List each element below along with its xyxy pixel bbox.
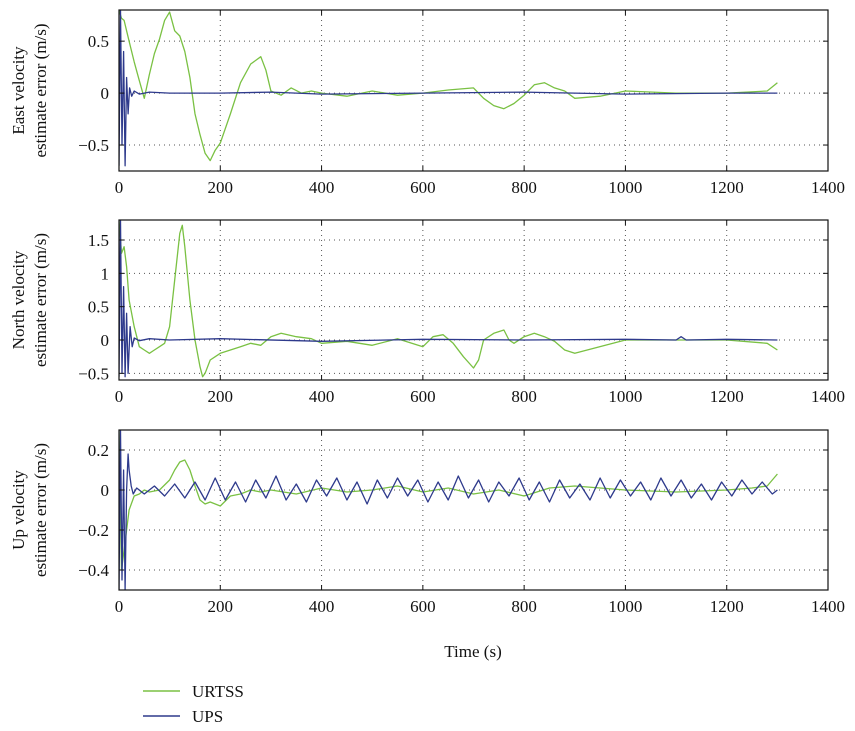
x-tick-label: 1200 <box>710 178 744 197</box>
series-line-urtss <box>119 10 778 162</box>
x-tick-label: 1400 <box>811 597 845 616</box>
y-tick-label: −0.4 <box>78 561 109 580</box>
x-tick-label: 200 <box>208 387 234 406</box>
chart-panel-2: 0 200 400 600 800 1000 1200 1400 −0.5 0 0.5 1 1.5 Nor… <box>9 219 845 406</box>
x-tick-label: 600 <box>410 387 436 406</box>
y-axis-label: Up velocity <box>9 470 28 550</box>
y-tick-label: 0 <box>101 331 110 350</box>
y-tick-label: 1.5 <box>88 231 109 250</box>
legend-label-urtss: URTSS <box>192 682 244 701</box>
x-axis-label: Time (s) <box>444 642 501 661</box>
legend-label-ups: UPS <box>192 707 223 726</box>
y-tick-label: −0.2 <box>78 521 109 540</box>
x-tick-label: 1200 <box>710 597 744 616</box>
series-line-ups <box>119 430 778 590</box>
x-tick-label: 200 <box>208 178 234 197</box>
x-tick-label: 600 <box>410 178 436 197</box>
y-tick-label: 0 <box>101 84 110 103</box>
x-tick-label: 0 <box>115 178 124 197</box>
x-tick-label: 0 <box>115 597 124 616</box>
chart-panel-3: 0 200 400 600 800 1000 1200 1400 −0.4 −0.2 0 0.2 Up … <box>9 429 845 616</box>
y-tick-label: 0.2 <box>88 441 109 460</box>
y-axis-label: North velocity <box>9 250 28 349</box>
y-tick-label: −0.5 <box>78 136 109 155</box>
legend: URTSS UPS <box>143 682 244 726</box>
series-line-ups <box>119 220 778 378</box>
plot-frame <box>118 429 829 591</box>
y-axis-label: estimate error (m/s) <box>31 233 50 367</box>
plot-frame <box>118 9 829 172</box>
plot-frame <box>118 219 829 381</box>
x-tick-label: 1400 <box>811 178 845 197</box>
y-tick-label: −0.5 <box>78 364 109 383</box>
chart-panel-1: 0 200 400 600 800 1000 1200 1400 −0.5 0 0.5 East ve… <box>9 9 845 197</box>
x-tick-label: 1400 <box>811 387 845 406</box>
y-axis-label: estimate error (m/s) <box>31 443 50 577</box>
x-tick-label: 1000 <box>608 387 642 406</box>
x-tick-label: 800 <box>511 597 537 616</box>
y-tick-label: 0.5 <box>88 32 109 51</box>
series-line-urtss <box>119 220 778 378</box>
y-tick-label: 0.5 <box>88 298 109 317</box>
x-tick-label: 800 <box>511 387 537 406</box>
x-tick-label: 400 <box>309 178 335 197</box>
y-tick-label: 0 <box>101 481 110 500</box>
y-axis-label: estimate error (m/s) <box>31 23 50 157</box>
y-tick-label: 1 <box>101 264 110 283</box>
x-tick-label: 400 <box>309 597 335 616</box>
y-axis-label: East velocity <box>9 46 28 135</box>
x-tick-label: 0 <box>115 387 124 406</box>
x-tick-label: 1000 <box>608 178 642 197</box>
x-tick-label: 400 <box>309 387 335 406</box>
series-line-urtss <box>119 430 778 571</box>
series-line-ups <box>119 10 778 167</box>
x-tick-label: 800 <box>511 178 537 197</box>
x-tick-label: 1200 <box>710 387 744 406</box>
x-tick-label: 600 <box>410 597 436 616</box>
x-tick-label: 200 <box>208 597 234 616</box>
x-tick-label: 1000 <box>608 597 642 616</box>
